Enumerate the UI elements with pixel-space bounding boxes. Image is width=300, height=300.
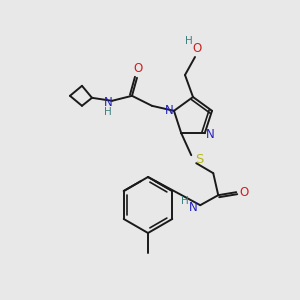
Text: O: O xyxy=(192,41,202,55)
Text: N: N xyxy=(165,104,173,117)
Text: O: O xyxy=(240,186,249,199)
Text: H: H xyxy=(104,107,112,117)
Text: O: O xyxy=(134,62,142,75)
Text: S: S xyxy=(195,153,203,166)
Text: H: H xyxy=(182,196,189,206)
Text: N: N xyxy=(189,201,198,214)
Text: H: H xyxy=(185,36,193,46)
Text: N: N xyxy=(103,96,112,109)
Text: N: N xyxy=(206,128,214,141)
